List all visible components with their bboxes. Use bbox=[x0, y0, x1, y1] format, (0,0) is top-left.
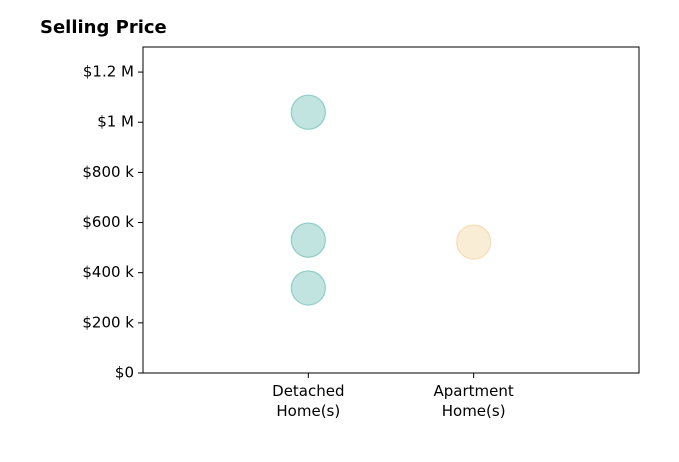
point bbox=[456, 224, 492, 260]
x-tick-label: Apartment Home(s) bbox=[433, 382, 514, 420]
y-tick-label: $400 k bbox=[82, 263, 134, 281]
point bbox=[290, 222, 326, 258]
point bbox=[290, 270, 326, 306]
y-tick-label: $800 k bbox=[82, 163, 134, 181]
y-tick-label: $1.2 M bbox=[83, 63, 134, 81]
point bbox=[290, 94, 326, 130]
chart-title: Selling Price bbox=[40, 17, 167, 38]
y-tick-label: $200 k bbox=[82, 313, 134, 331]
y-tick-label: $1 M bbox=[97, 113, 134, 131]
plot-frame bbox=[142, 46, 640, 374]
x-tick-label: Detached Home(s) bbox=[272, 382, 345, 420]
y-tick-label: $0 bbox=[115, 364, 134, 382]
y-tick-label: $600 k bbox=[82, 213, 134, 231]
